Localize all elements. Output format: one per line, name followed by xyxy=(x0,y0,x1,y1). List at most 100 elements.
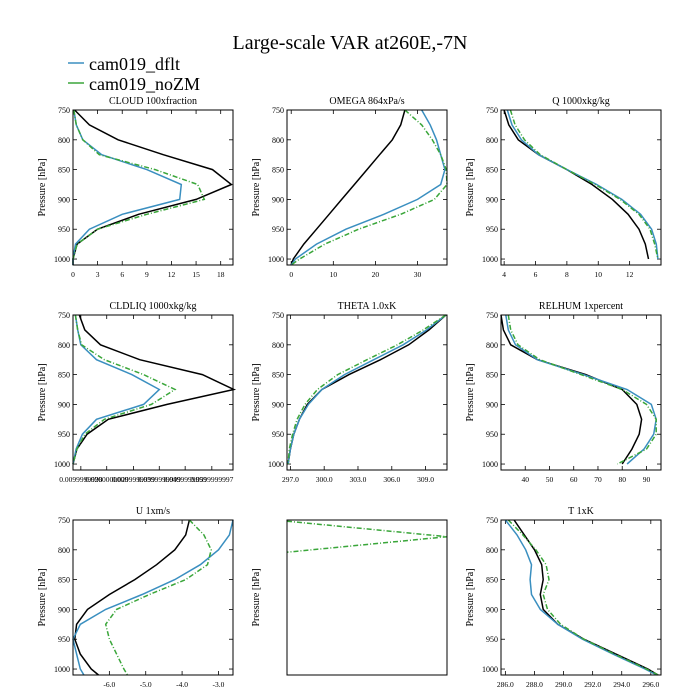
panel-title: Q 1000xkg/kg xyxy=(552,96,610,107)
plot-frame xyxy=(500,109,662,266)
x-tick-label: 18 xyxy=(217,270,225,279)
y-tick-label: 750 xyxy=(486,311,498,320)
y-tick-label: 750 xyxy=(58,516,70,525)
y-tick-label: 800 xyxy=(486,546,498,555)
x-tick-label: 296.0 xyxy=(642,680,659,689)
y-tick-label: 900 xyxy=(58,605,70,614)
series-line-dflt xyxy=(72,314,161,465)
panel-title: CLDLIQ 1000xkg/kg xyxy=(110,301,197,312)
y-tick-label: 750 xyxy=(58,311,70,320)
y-tick-label: 850 xyxy=(58,166,70,175)
legend-label-noZM: cam019_noZM xyxy=(89,74,200,94)
series-line-ref xyxy=(503,109,650,260)
panel-6: RELHUM 1xpercent Pressure [hPa] 750 800 850 9… xyxy=(465,301,662,484)
y-axis-label: Pressure [hPa] xyxy=(465,568,476,626)
y-tick-label: 850 xyxy=(486,371,498,380)
x-tick-label: 0.0399999999 xyxy=(138,475,181,484)
x-tick-label: 0.0200000000 xyxy=(85,475,128,484)
y-tick-label: 1000 xyxy=(54,255,70,264)
y-tick-label: 1000 xyxy=(54,665,70,674)
plot-frame xyxy=(286,519,448,676)
x-tick-label: 0.0599999997 xyxy=(190,475,233,484)
x-tick-label: 294.0 xyxy=(613,680,630,689)
y-axis-label: Pressure [hPa] xyxy=(251,363,262,421)
series-line-noZM xyxy=(290,109,448,266)
series-line-noZM xyxy=(104,519,212,676)
y-tick-label: 750 xyxy=(486,106,498,115)
x-tick-label: 40 xyxy=(521,475,529,484)
y-tick-label: 800 xyxy=(486,341,498,350)
panel-title: T 1xK xyxy=(568,506,594,517)
x-tick-label: 50 xyxy=(546,475,554,484)
x-tick-label: 309.0 xyxy=(417,475,434,484)
series-line-ref xyxy=(500,314,643,465)
x-tick-label: 306.0 xyxy=(383,475,400,484)
y-tick-label: 900 xyxy=(486,605,498,614)
panel-title: CLOUD 100xfraction xyxy=(109,96,197,107)
x-tick-label: 12 xyxy=(626,270,634,279)
series-line-ref xyxy=(72,109,233,265)
y-tick-label: 800 xyxy=(272,136,284,145)
x-tick-label: 286.0 xyxy=(497,680,514,689)
plot-frame xyxy=(286,314,448,471)
y-tick-label: 950 xyxy=(58,430,70,439)
y-tick-label: 800 xyxy=(58,546,70,555)
series-line-ref xyxy=(290,109,406,266)
series-line-noZM xyxy=(509,109,659,260)
x-tick-label: 80 xyxy=(618,475,626,484)
y-tick-label: 850 xyxy=(58,371,70,380)
figure-title: Large-scale VAR at260E,-7N xyxy=(233,32,468,54)
series-line-dflt xyxy=(287,314,447,465)
series-line-noZM xyxy=(286,520,448,553)
x-tick-label: 300.0 xyxy=(316,475,333,484)
x-tick-label: -6.0 xyxy=(103,680,115,689)
y-tick-label: 1000 xyxy=(268,255,284,264)
panel-title: RELHUM 1xpercent xyxy=(539,301,623,312)
series-line-dflt xyxy=(504,519,657,676)
x-tick-label: 6 xyxy=(120,270,124,279)
y-tick-label: 900 xyxy=(58,195,70,204)
y-tick-label: 900 xyxy=(486,400,498,409)
y-tick-label: 1000 xyxy=(482,255,498,264)
panel-title: THETA 1.0xK xyxy=(338,301,397,312)
x-tick-label: 0 xyxy=(289,270,293,279)
y-tick-label: 950 xyxy=(58,635,70,644)
y-tick-label: 1000 xyxy=(482,665,498,674)
y-tick-label: 900 xyxy=(58,400,70,409)
panel-1: CLOUD 100xfraction Pressure [hPa] 750 800 85… xyxy=(37,96,234,279)
y-tick-label: 950 xyxy=(272,430,284,439)
plot-frame xyxy=(72,519,234,676)
panel-7: U 1xm/s Pressure [hPa] 750 800 850 900 950 1000… xyxy=(37,506,234,689)
plot-frame xyxy=(500,519,662,676)
x-tick-label: 0 xyxy=(71,270,75,279)
y-axis-label: Pressure [hPa] xyxy=(37,568,48,626)
series-line-dflt xyxy=(290,109,446,266)
series-line-dflt xyxy=(72,519,234,676)
x-tick-label: 0.0499999999 xyxy=(164,475,207,484)
y-axis-label: Pressure [hPa] xyxy=(37,363,48,421)
y-axis-label: Pressure [hPa] xyxy=(465,158,476,216)
series-line-dflt xyxy=(72,109,183,265)
y-tick-label: 850 xyxy=(58,576,70,585)
y-tick-label: 750 xyxy=(58,106,70,115)
y-axis-label: Pressure [hPa] xyxy=(37,158,48,216)
y-tick-label: 750 xyxy=(272,311,284,320)
x-tick-label: 90 xyxy=(643,475,651,484)
plot-frame xyxy=(286,109,448,266)
x-tick-label: 6 xyxy=(534,270,538,279)
y-tick-label: 850 xyxy=(486,166,498,175)
y-tick-label: 950 xyxy=(272,225,284,234)
x-tick-label: 288.0 xyxy=(526,680,543,689)
series-line-ref xyxy=(74,519,191,676)
x-tick-label: 10 xyxy=(330,270,338,279)
y-tick-label: 950 xyxy=(486,635,498,644)
y-tick-label: 800 xyxy=(486,136,498,145)
y-tick-label: 950 xyxy=(486,225,498,234)
y-tick-label: 750 xyxy=(486,516,498,525)
plot-frame xyxy=(72,109,234,266)
y-tick-label: 800 xyxy=(58,341,70,350)
y-axis-label: Pressure [hPa] xyxy=(251,568,262,626)
x-tick-label: 297.0 xyxy=(282,475,299,484)
x-tick-label: 4 xyxy=(502,270,506,279)
